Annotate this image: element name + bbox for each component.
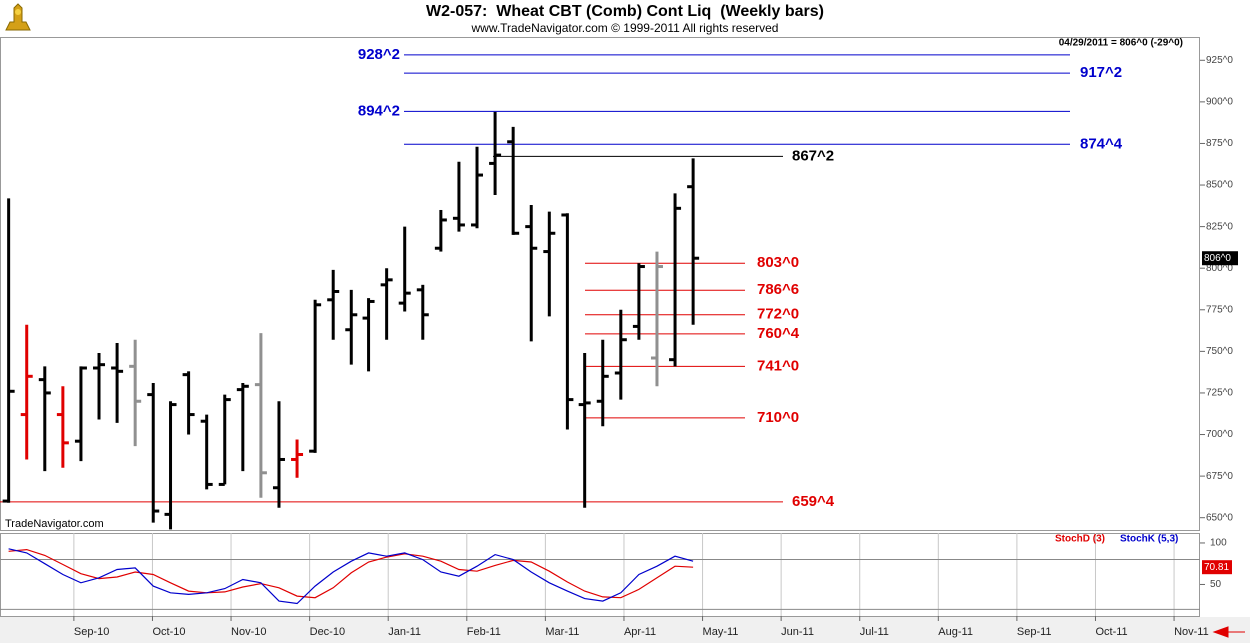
main-panel-frame bbox=[0, 37, 1200, 531]
watermark: TradeNavigator.com bbox=[5, 518, 104, 530]
y-tick-label: 775^0 bbox=[1206, 304, 1233, 315]
last-price-label: 806^0 bbox=[1204, 253, 1231, 264]
level-label: 741^0 bbox=[757, 357, 799, 374]
logo bbox=[5, 3, 31, 31]
x-tick-label: Mar-11 bbox=[545, 626, 579, 638]
level-label: 772^0 bbox=[757, 306, 799, 323]
x-tick-label: Sep-11 bbox=[1017, 626, 1052, 638]
level-label: 803^0 bbox=[757, 254, 799, 271]
stoch-line bbox=[8, 548, 694, 605]
x-tick-label: Dec-10 bbox=[310, 626, 345, 638]
y-tick-label: 925^0 bbox=[1206, 55, 1233, 66]
x-tick-label: Jun-11 bbox=[781, 626, 814, 638]
stoch-panel-frame bbox=[0, 533, 1200, 617]
level-label: 659^4 bbox=[792, 493, 835, 510]
x-axis-band bbox=[0, 617, 1250, 643]
y-tick-label: 675^0 bbox=[1206, 471, 1233, 482]
x-tick-label: Feb-11 bbox=[467, 626, 501, 638]
x-tick-label: Apr-11 bbox=[624, 626, 656, 638]
y-tick-label: 900^0 bbox=[1206, 97, 1233, 108]
y-tick-label: 725^0 bbox=[1206, 388, 1233, 399]
y-tick-label: 650^0 bbox=[1206, 512, 1233, 523]
x-tick-label: Nov-10 bbox=[231, 626, 266, 638]
level-label: 786^6 bbox=[757, 281, 799, 298]
level-label: 710^0 bbox=[757, 409, 799, 426]
level-label: 894^2 bbox=[358, 102, 400, 119]
y-tick-label: 825^0 bbox=[1206, 221, 1233, 232]
y-tick-label: 700^0 bbox=[1206, 429, 1233, 440]
legend-entry: StochD (3) bbox=[1055, 534, 1105, 545]
level-label: 917^2 bbox=[1080, 64, 1122, 81]
level-label: 760^4 bbox=[757, 325, 800, 342]
y-tick-label: 875^0 bbox=[1206, 138, 1233, 149]
stoch-line bbox=[8, 548, 694, 599]
y-tick-label: 850^0 bbox=[1206, 180, 1233, 191]
x-tick-label: Oct-10 bbox=[152, 626, 185, 638]
last-value-box bbox=[1202, 560, 1232, 575]
x-tick-label: Oct-11 bbox=[1095, 626, 1127, 638]
x-tick-label: Nov-11 bbox=[1174, 626, 1209, 638]
x-tick-label: Sep-10 bbox=[74, 626, 109, 638]
y-tick-label: 100 bbox=[1210, 538, 1227, 549]
x-tick-label: Jan-11 bbox=[388, 626, 421, 638]
last-price-note: 04/29/2011 = 806^0 (-29^0) bbox=[1059, 38, 1183, 49]
level-label: 874^4 bbox=[1080, 135, 1123, 152]
level-label: 928^2 bbox=[358, 46, 400, 63]
last-price-box bbox=[1202, 251, 1238, 266]
level-label: 867^2 bbox=[792, 147, 834, 164]
x-tick-label: Aug-11 bbox=[938, 626, 973, 638]
chart-subtitle: www.TradeNavigator.com © 1999-2011 All r… bbox=[471, 21, 779, 35]
y-tick-label: 800^0 bbox=[1206, 263, 1233, 274]
y-tick-label: 750^0 bbox=[1206, 346, 1233, 357]
scroll-arrow[interactable] bbox=[1212, 626, 1245, 638]
legend-entry: StochK (5,3) bbox=[1120, 534, 1178, 545]
chart-title: W2-057: Wheat CBT (Comb) Cont Liq (Weekl… bbox=[426, 3, 824, 20]
last-value-label: 70.81 bbox=[1204, 562, 1229, 573]
x-tick-label: Jul-11 bbox=[860, 626, 889, 638]
x-tick-label: May-11 bbox=[703, 626, 739, 638]
y-tick-label: 50 bbox=[1210, 579, 1222, 590]
